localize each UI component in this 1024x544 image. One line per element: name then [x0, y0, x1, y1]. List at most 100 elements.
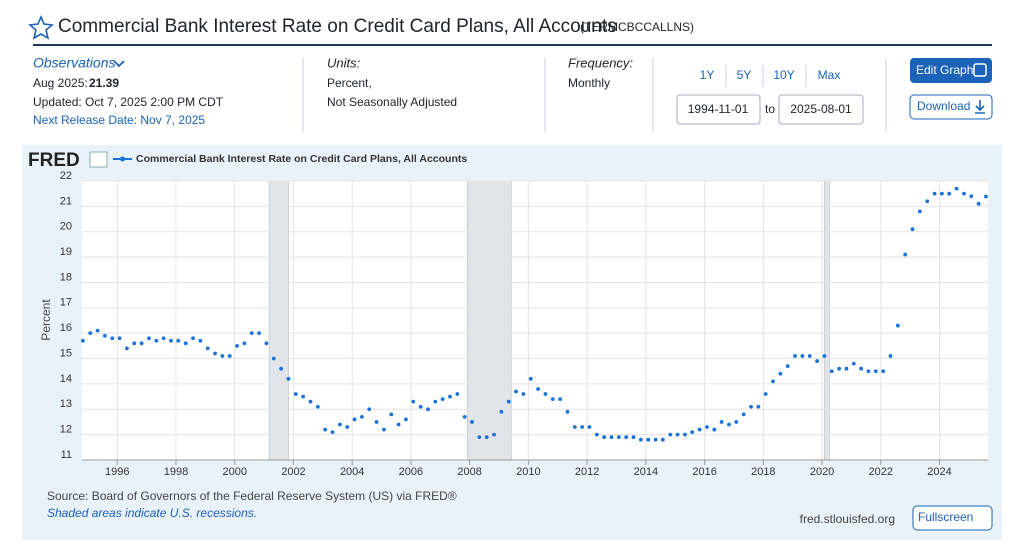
data-point — [675, 432, 680, 437]
data-point — [352, 417, 357, 422]
data-point — [382, 427, 386, 432]
frequency-label: Frequency: — [568, 55, 633, 70]
data-point — [198, 338, 203, 343]
range-button[interactable]: 10Y — [773, 68, 794, 82]
recession-band — [824, 180, 830, 461]
data-point — [235, 343, 239, 348]
observations-toggle[interactable]: Observations — [33, 55, 115, 71]
data-point — [954, 186, 959, 191]
data-point — [638, 437, 643, 442]
download-button[interactable] — [909, 94, 993, 120]
data-point — [741, 412, 746, 417]
data-point — [492, 432, 496, 437]
data-point — [139, 341, 144, 346]
data-point — [286, 376, 291, 381]
data-point — [125, 346, 129, 351]
data-point — [448, 394, 452, 399]
data-point — [169, 338, 173, 343]
data-point — [205, 346, 210, 351]
data-point — [587, 425, 592, 429]
data-point — [470, 420, 474, 424]
data-point — [426, 407, 430, 412]
data-point — [785, 364, 790, 369]
title: Commercial Bank Interest Rate on Credit … — [58, 16, 617, 37]
data-point — [939, 191, 944, 196]
y-tick-label: 11 — [61, 449, 72, 461]
data-point — [95, 328, 100, 333]
data-point — [117, 336, 122, 341]
data-point — [594, 432, 599, 437]
data-point — [455, 392, 460, 396]
y-tick-label: 22 — [60, 170, 72, 182]
y-tick-label: 14 — [60, 373, 72, 385]
data-point — [580, 425, 585, 429]
units-label: Units: — [327, 55, 361, 70]
y-tick-label: 15 — [60, 347, 72, 359]
end-date-input[interactable] — [778, 94, 864, 125]
y-tick-label: 19 — [60, 246, 72, 258]
data-point — [947, 191, 952, 196]
data-point — [191, 336, 195, 341]
data-point — [822, 354, 827, 358]
data-point — [888, 354, 893, 358]
range-button[interactable]: 5Y — [737, 68, 752, 82]
end-date: 2025-08-01 — [790, 102, 852, 116]
logo-icon — [89, 151, 108, 168]
data-point — [969, 194, 974, 199]
fullscreen-label: Fullscreen — [918, 510, 973, 524]
favorite-star[interactable] — [28, 14, 54, 40]
edit-graph-button[interactable] — [910, 58, 992, 83]
data-point — [734, 420, 739, 424]
y-tick-label: 21 — [60, 195, 72, 207]
data-point — [418, 404, 423, 409]
data-point — [293, 392, 298, 396]
data-point — [851, 361, 856, 366]
obs-value: 21.39 — [89, 76, 119, 90]
data-point — [359, 414, 364, 419]
range-button[interactable]: 1Y — [700, 68, 715, 82]
data-point — [80, 338, 85, 343]
data-point — [697, 427, 702, 432]
fred-logo: FRED — [28, 150, 80, 171]
data-point — [690, 430, 695, 434]
data-point — [815, 359, 819, 363]
series-id: (TERMCBCCALLNS) — [580, 20, 694, 34]
data-point — [536, 387, 540, 391]
data-point — [161, 336, 166, 341]
data-point — [484, 435, 489, 440]
data-point — [367, 407, 372, 412]
data-point — [514, 389, 518, 394]
data-point — [345, 425, 350, 429]
x-tick-label: 2002 — [281, 466, 305, 478]
data-point — [660, 437, 665, 442]
data-point — [558, 397, 563, 402]
data-point — [147, 336, 151, 341]
data-point — [220, 354, 225, 358]
legend-label: Commercial Bank Interest Rate on Credit … — [136, 153, 467, 165]
data-point — [132, 341, 137, 346]
fullscreen-button[interactable] — [912, 505, 993, 531]
updated: Updated: Oct 7, 2025 2:00 PM CDT — [33, 95, 224, 109]
data-point — [829, 369, 834, 374]
y-axis-label: Percent — [39, 299, 53, 341]
data-point — [668, 432, 673, 437]
x-tick-label: 2022 — [869, 466, 893, 478]
data-point — [543, 392, 548, 396]
start-date-input[interactable] — [676, 94, 761, 125]
download-label: Download — [917, 99, 970, 113]
data-point — [807, 354, 812, 358]
y-tick-label: 18 — [60, 271, 72, 283]
data-point — [565, 409, 570, 414]
data-point — [506, 399, 511, 404]
data-point — [631, 435, 636, 440]
next-release[interactable]: Next Release Date: Nov 7, 2025 — [33, 113, 205, 127]
recession-band — [268, 180, 289, 461]
x-tick-label: 2006 — [399, 466, 423, 478]
range-button[interactable]: Max — [818, 68, 841, 82]
data-point — [756, 404, 761, 409]
data-point — [609, 435, 614, 440]
x-tick-label: 2024 — [927, 466, 951, 478]
y-tick-label: 20 — [60, 221, 72, 233]
x-tick-label: 2000 — [222, 466, 246, 478]
data-point — [895, 323, 900, 328]
